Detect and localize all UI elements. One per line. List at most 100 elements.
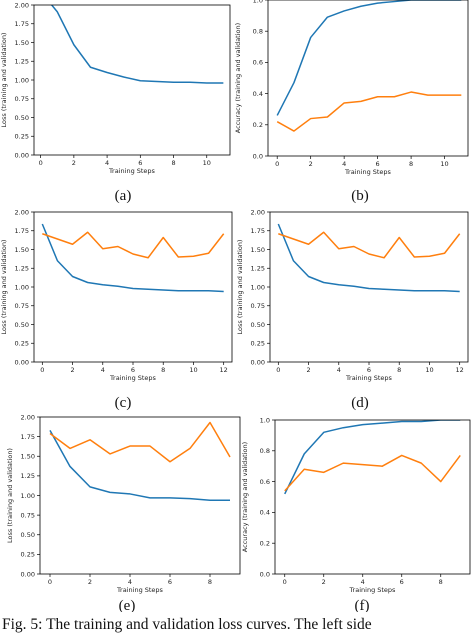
y-axis-label: Loss (training and validation) <box>236 240 244 335</box>
x-tick-label: 4 <box>337 366 341 374</box>
x-tick-label: 8 <box>409 160 413 168</box>
x-tick-label: 0 <box>39 159 43 167</box>
y-tick-label: 0.75 <box>21 511 35 519</box>
y-tick-label: 2.00 <box>21 413 35 421</box>
chart-panel: 0 2 4 6 8 10 0.0 0.2 0.4 0.6 0.8 1.0 Training Steps A… <box>234 0 469 204</box>
x-axis-label: Training Steps <box>345 374 393 382</box>
x-tick-label: 4 <box>361 578 365 586</box>
chart-panel: 0 2 4 6 8 10 12 0.00 0.25 0.50 0.75 1.00 1.25 1.50 1.7… <box>236 208 469 411</box>
x-tick-label: 10 <box>203 159 211 167</box>
plot-frame <box>269 211 469 363</box>
x-tick-label: 0 <box>275 160 279 168</box>
y-tick-label: 0.0 <box>253 152 263 160</box>
y-tick-label: 0.50 <box>251 321 265 329</box>
y-tick-label: 1.25 <box>21 472 35 480</box>
y-tick-label: 0.50 <box>15 321 29 329</box>
panel-label: (a) <box>115 188 132 204</box>
y-axis-label: Loss (training and validation) <box>6 448 14 543</box>
x-tick-label: 8 <box>439 578 443 586</box>
y-tick-label: 0.2 <box>253 121 263 129</box>
x-tick-label: 10 <box>440 160 448 168</box>
x-tick-label: 8 <box>161 366 165 374</box>
x-axis-label: Training Steps <box>116 586 164 594</box>
y-tick-label: 0.8 <box>260 447 270 455</box>
y-tick-label: 0.00 <box>251 358 265 366</box>
panel-label: (d) <box>351 395 369 411</box>
series-line <box>42 231 225 259</box>
y-axis-label: Loss (training and validation) <box>0 33 8 128</box>
y-tick-label: 0.50 <box>15 114 29 122</box>
y-tick-label: 0.00 <box>21 570 35 578</box>
y-tick-label: 1.25 <box>251 265 265 273</box>
y-tick-label: 1.25 <box>15 265 29 273</box>
x-tick-label: 2 <box>322 578 326 586</box>
plot-frame <box>33 211 233 363</box>
panel-label: (c) <box>115 395 132 411</box>
x-tick-label: 8 <box>208 578 212 586</box>
x-tick-label: 0 <box>283 578 287 586</box>
y-tick-label: 1.75 <box>15 20 29 28</box>
x-tick-label: 6 <box>138 159 142 167</box>
y-tick-label: 0.6 <box>253 59 263 67</box>
y-tick-label: 1.00 <box>21 492 35 500</box>
y-tick-label: 1.50 <box>15 39 29 47</box>
x-tick-label: 0 <box>276 366 280 374</box>
x-tick-label: 2 <box>309 160 313 168</box>
x-tick-label: 6 <box>367 366 371 374</box>
y-axis-label: Accuracy (training and validation) <box>234 23 242 133</box>
x-tick-label: 0 <box>40 366 44 374</box>
plot-frame <box>274 419 471 575</box>
y-axis-label: Loss (training and validation) <box>0 240 8 335</box>
panel-label: (b) <box>351 188 369 204</box>
y-tick-label: 0.00 <box>15 151 29 159</box>
y-tick-label: 1.00 <box>15 76 29 84</box>
x-tick-label: 6 <box>376 160 380 168</box>
y-tick-label: 0.75 <box>15 302 29 310</box>
y-tick-label: 0.6 <box>260 478 270 486</box>
y-tick-label: 0.2 <box>260 540 270 548</box>
series-line <box>278 231 461 259</box>
y-tick-label: 2.00 <box>15 1 29 9</box>
x-tick-label: 2 <box>306 366 310 374</box>
series-line <box>284 454 461 492</box>
x-axis-label: Training Steps <box>349 586 397 594</box>
chart-panel: 0 2 4 6 8 10 12 0.00 0.25 0.50 0.75 1.00 1.25 1.50 1.7… <box>0 208 233 411</box>
chart-panel: 0 2 4 6 8 0.0 0.2 0.4 0.6 0.8 1.0 Training Steps Acc… <box>241 416 471 612</box>
y-tick-label: 0.25 <box>21 551 35 559</box>
y-tick-label: 0.8 <box>253 28 263 36</box>
y-tick-label: 0.75 <box>251 302 265 310</box>
series-line <box>284 420 461 495</box>
x-tick-label: 4 <box>342 160 346 168</box>
chart-panel: 0 2 4 6 8 0.00 0.25 0.50 0.75 1.00 1.25 1.50 1.75 2.0… <box>6 413 241 612</box>
plot-frame <box>267 0 469 157</box>
x-axis-label: Training Steps <box>109 374 157 382</box>
x-tick-label: 12 <box>456 366 464 374</box>
x-tick-label: 12 <box>220 366 228 374</box>
y-tick-label: 0.00 <box>15 358 29 366</box>
y-tick-label: 1.0 <box>260 416 270 424</box>
y-tick-label: 0.0 <box>260 570 270 578</box>
x-tick-label: 8 <box>171 159 175 167</box>
y-tick-label: 0.25 <box>15 340 29 348</box>
panel-label: (f) <box>355 598 370 612</box>
x-tick-label: 8 <box>397 366 401 374</box>
figure-caption: Fig. 5: The training and validation loss… <box>2 616 372 633</box>
x-axis-label: Training Steps <box>344 168 392 176</box>
y-tick-label: 0.75 <box>15 95 29 103</box>
chart-panel: 0 2 4 6 8 10 0.00 0.25 0.50 0.75 1.00 1.25 1.50 1.75 2… <box>0 1 231 204</box>
figure: 0 2 4 6 8 100.000.250.500.751.001.251.501.752… <box>0 0 471 612</box>
y-tick-label: 0.25 <box>15 133 29 141</box>
x-tick-label: 6 <box>168 578 172 586</box>
x-tick-label: 10 <box>425 366 433 374</box>
panel-label: (e) <box>119 598 136 612</box>
x-axis-label: Training Steps <box>108 167 156 175</box>
y-tick-label: 1.75 <box>15 227 29 235</box>
y-tick-label: 1.75 <box>251 227 265 235</box>
series-line <box>41 223 224 293</box>
series-line <box>277 223 460 293</box>
x-tick-label: 2 <box>70 366 74 374</box>
y-tick-label: 2.00 <box>15 208 29 216</box>
series-line <box>276 0 462 116</box>
y-tick-label: 1.00 <box>251 283 265 291</box>
y-tick-label: 1.50 <box>15 246 29 254</box>
